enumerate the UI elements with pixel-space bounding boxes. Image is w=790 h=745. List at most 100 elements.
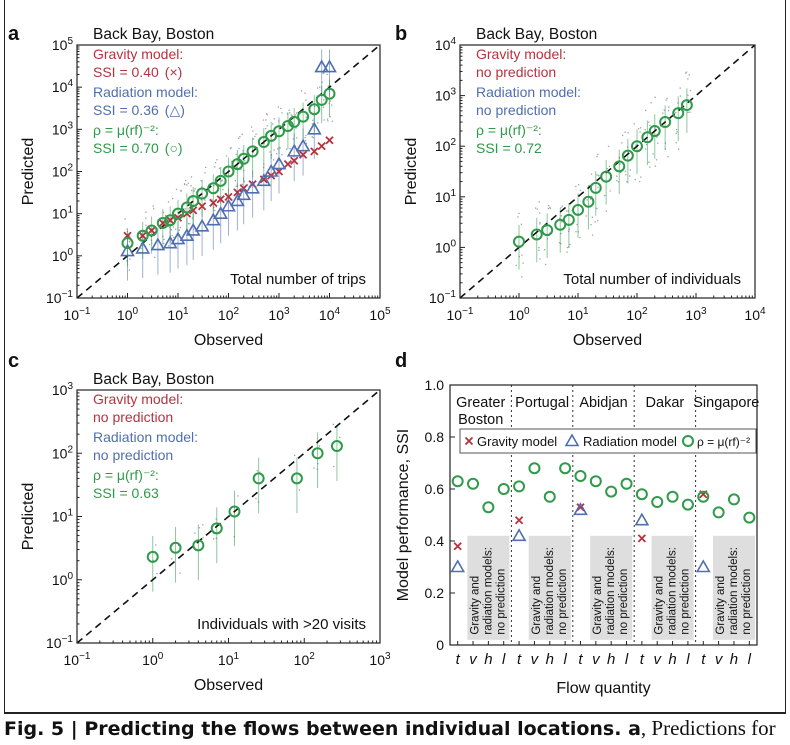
x-axis-label: Observed: [194, 332, 263, 349]
observation-dot: [561, 205, 563, 207]
no-prediction-box: [528, 535, 571, 640]
observation-dot: [304, 92, 306, 94]
observation-dot: [254, 135, 256, 138]
observation-dot: [305, 142, 308, 145]
triangle-marker: [256, 173, 272, 187]
observation-dot: [285, 148, 288, 150]
observation-dot: [667, 156, 669, 158]
circle-marker: [697, 490, 710, 503]
circle-marker: [530, 228, 543, 241]
observation-dot: [640, 176, 642, 178]
observation-dot: [520, 223, 523, 225]
triangle-marker: [573, 502, 588, 516]
y-tick-label: 0: [436, 637, 444, 653]
observation-dot: [331, 120, 334, 122]
observation-dot: [240, 187, 242, 190]
no-prediction-label: no prediction: [557, 569, 569, 635]
circle-marker: [554, 218, 567, 231]
observation-dot: [200, 199, 202, 201]
observation-dot: [627, 132, 629, 134]
observation-dot: [590, 223, 592, 226]
x-tick-label: l: [563, 651, 567, 668]
observation-dot: [662, 112, 664, 114]
observation-dot: [305, 99, 307, 101]
x-tick-label: 103: [685, 306, 707, 323]
circle-marker: [297, 110, 310, 123]
group-label: Singapore: [693, 395, 759, 411]
observation-dot: [620, 171, 622, 174]
observation-dot: [558, 217, 561, 219]
observation-dot: [193, 190, 195, 192]
triangle-marker: [695, 559, 711, 573]
observation-dot: [569, 243, 571, 246]
legend-radiation-marker: [564, 433, 580, 447]
observation-dot: [548, 205, 550, 207]
observation-dot: [677, 148, 680, 150]
observation-dot: [218, 167, 221, 169]
figure-panels: a 10−1 100 101 102 103 104 105 10−1 100 101 102 103 1…: [8, 23, 766, 697]
observation-dot: [140, 234, 142, 237]
observation-dot: [304, 137, 306, 139]
circle-marker: [172, 207, 184, 220]
circle-marker: [621, 149, 634, 162]
circle-marker: [631, 140, 643, 153]
observation-dot: [648, 121, 650, 123]
y-axis-label: Model performance, SSI: [395, 429, 412, 602]
observation-dot: [639, 127, 642, 129]
circle-marker: [574, 470, 587, 482]
circle-marker: [743, 511, 756, 524]
observation-dot: [329, 116, 331, 118]
x-tick-label: 100: [117, 306, 139, 323]
observation-dot: [323, 119, 325, 121]
observation-dot: [252, 130, 254, 132]
observation-dot: [596, 155, 598, 158]
observation-dot: [327, 120, 329, 122]
x-tick-label: 105: [369, 306, 391, 323]
observation-dot: [668, 106, 670, 108]
no-prediction-label: no prediction: [680, 569, 692, 635]
panel-letter: d: [395, 350, 407, 372]
observation-dot: [128, 235, 130, 237]
y-axis-label: Predicted: [20, 138, 37, 206]
legend-model-name: Gravity model:: [93, 46, 183, 62]
circle-marker: [482, 501, 495, 514]
observation-dot: [549, 232, 551, 234]
observation-dot: [200, 180, 202, 182]
observation-dot: [215, 518, 217, 520]
triangle-marker: [245, 180, 260, 194]
observation-dot: [597, 220, 599, 222]
observation-dot: [291, 115, 293, 117]
observation-dot: [289, 112, 291, 114]
x-marker: [209, 198, 218, 208]
observation-dot: [621, 142, 623, 144]
x-tick-label: 10−1: [447, 306, 474, 323]
circle-marker: [237, 152, 250, 165]
legend-score: no prediction: [476, 64, 556, 80]
observation-dot: [517, 216, 519, 218]
triangle-marker: [295, 138, 311, 152]
y-tick-label: 101: [52, 508, 74, 525]
observation-dot: [608, 165, 611, 168]
circle-marker: [513, 235, 525, 248]
observation-dot: [566, 251, 568, 253]
observation-dot: [238, 137, 240, 140]
circle-marker: [273, 125, 285, 138]
x-marker: [138, 231, 147, 240]
observation-dot: [162, 242, 165, 245]
observation-dot: [538, 249, 540, 251]
circle-marker: [252, 472, 265, 485]
triangle-marker: [135, 240, 151, 254]
x-marker: [290, 156, 299, 165]
observation-dot: [235, 153, 237, 156]
observation-dot: [290, 123, 292, 125]
observation-dot: [129, 240, 131, 242]
triangle-marker: [450, 559, 466, 573]
observation-dot: [140, 247, 142, 249]
caption-panel-letter: a: [621, 718, 641, 740]
observation-dot: [338, 436, 341, 439]
no-prediction-label: Gravity and: [654, 576, 666, 635]
observation-dot: [237, 495, 239, 497]
no-prediction-label: radiation models:: [544, 547, 556, 635]
observation-dot: [625, 174, 627, 176]
circle-marker: [187, 194, 200, 207]
